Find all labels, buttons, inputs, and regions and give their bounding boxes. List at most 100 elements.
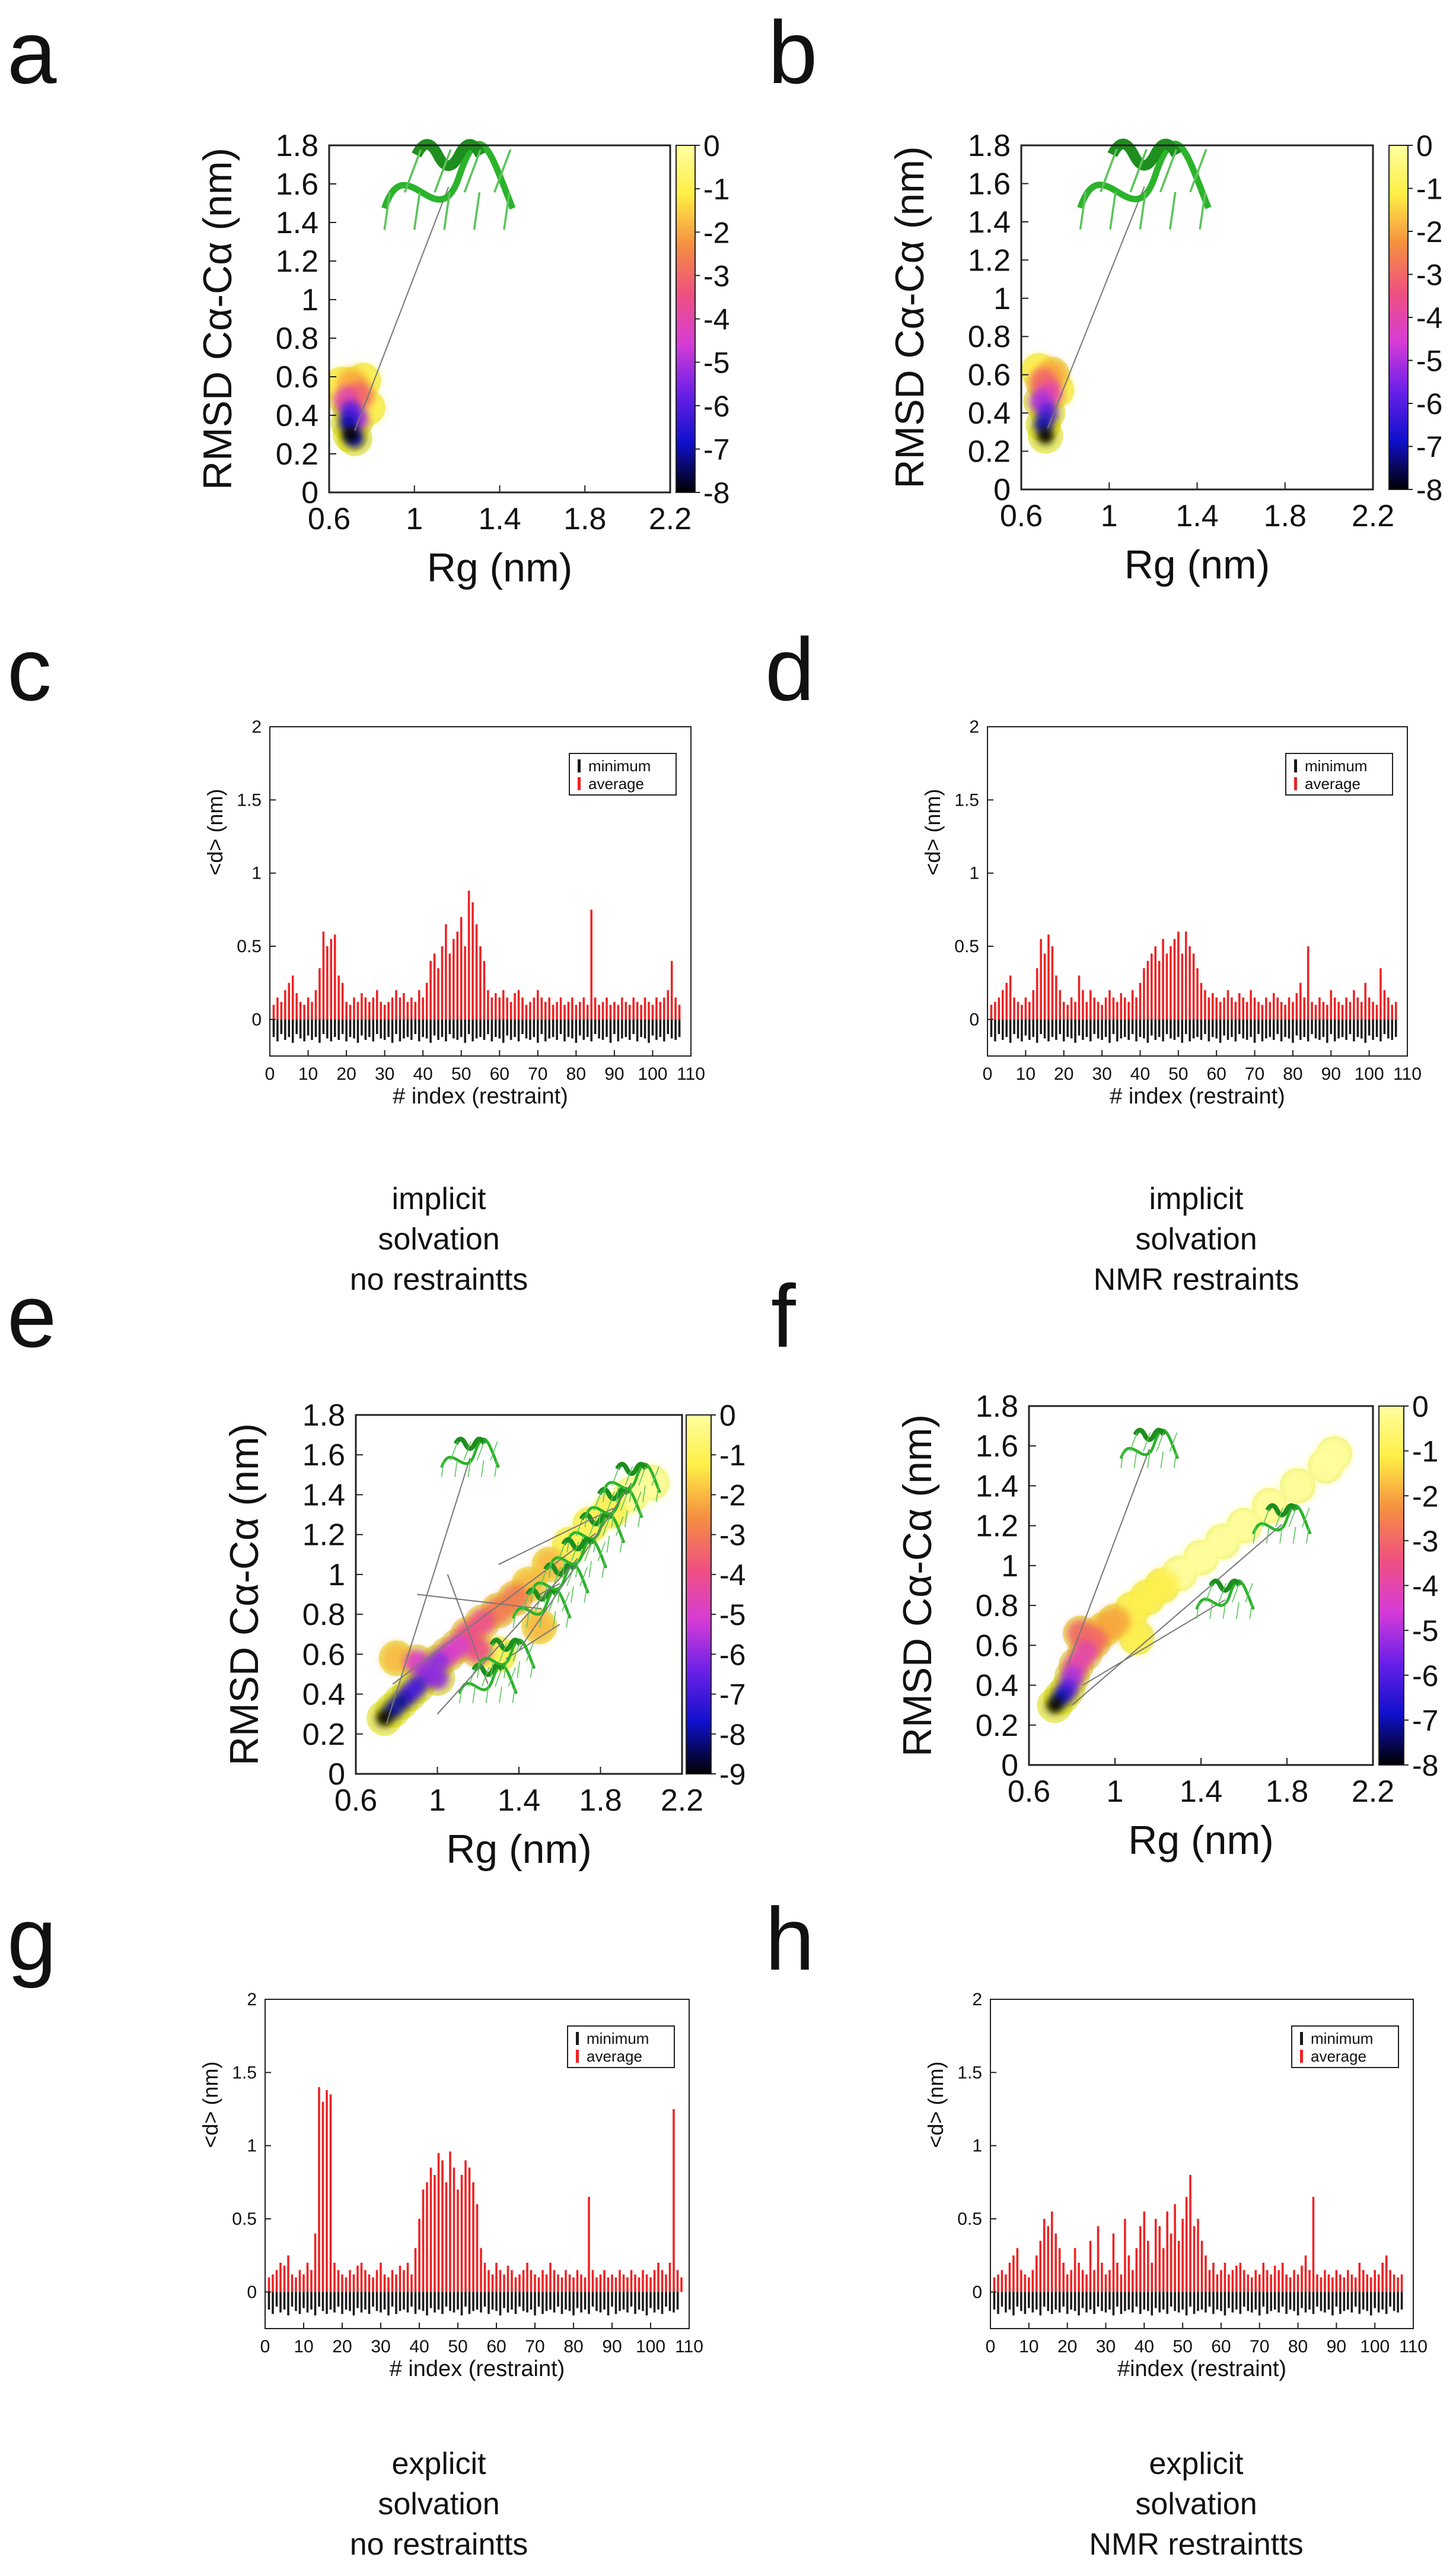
bar-average-h — [1181, 2219, 1184, 2292]
bar-minimum-g — [603, 2292, 606, 2310]
colorbar-tick-label-f: -4 — [1412, 1570, 1438, 1603]
legend-box-c — [569, 753, 677, 796]
bar-average-d — [1303, 997, 1305, 1020]
bar-average-g — [460, 2175, 463, 2292]
density-point-e — [391, 1693, 410, 1712]
bar-average-g — [534, 2274, 536, 2292]
bar-minimum-d — [1005, 1019, 1008, 1037]
x-tick-label-e: 1 — [429, 1783, 446, 1818]
bar-minimum-h — [1085, 2292, 1088, 2313]
protein-sidechain — [1292, 1526, 1296, 1544]
leader-line-f — [1071, 1524, 1282, 1706]
bar-minimum-d — [1211, 1019, 1214, 1037]
bar-average-g — [661, 2270, 664, 2292]
bar-average-g — [530, 2270, 533, 2292]
bar-average-h — [1070, 2270, 1072, 2292]
bar-average-d — [1337, 1001, 1340, 1020]
bar-minimum-c — [471, 1019, 474, 1042]
x-tick-label-c: 30 — [375, 1064, 394, 1084]
bar-minimum-d — [1284, 1019, 1286, 1037]
bar-minimum-h — [1296, 2292, 1299, 2316]
bar-average-g — [275, 2270, 278, 2292]
bar-minimum-c — [456, 1019, 459, 1040]
bar-minimum-g — [619, 2292, 621, 2311]
bar-average-h — [1008, 2263, 1011, 2292]
density-point-f — [1280, 1468, 1316, 1504]
x-tick-label-d: 110 — [1393, 1064, 1422, 1084]
bar-average-d — [1292, 1001, 1294, 1020]
bar-minimum-d — [1250, 1019, 1252, 1037]
bar-average-h — [1277, 2270, 1280, 2292]
x-tick-label-a: 1 — [406, 502, 423, 536]
colorbar-tick-label-f: -6 — [1412, 1659, 1438, 1693]
protein-sidechain — [1209, 1602, 1213, 1619]
bar-minimum-d — [998, 1019, 1001, 1034]
bar-average-g — [441, 2160, 444, 2292]
bar-minimum-d — [1093, 1019, 1095, 1034]
bar-average-g — [360, 2263, 363, 2292]
bar-minimum-h — [1247, 2292, 1250, 2311]
y-axis-label-h: <d> (nm) — [923, 2062, 948, 2148]
bar-average-g — [495, 2263, 498, 2292]
caption-h: explicit solvation NMR restraintts — [1089, 2447, 1303, 2562]
x-tick-label-h: 40 — [1135, 2337, 1154, 2356]
protein-sidechain — [526, 1611, 530, 1628]
protein-sidechain — [525, 1642, 534, 1662]
bar-minimum-h — [1397, 2292, 1399, 2313]
x-axis-label-h: #index (restraint) — [1117, 2356, 1286, 2381]
x-tick-label-c: 110 — [677, 1064, 705, 1084]
x-tick-label-c: 70 — [528, 1064, 547, 1084]
bar-minimum-c — [563, 1019, 566, 1042]
y-tick-label-b: 0.4 — [968, 396, 1011, 431]
bar-minimum-g — [495, 2292, 498, 2311]
y-tick-label-a: 0.2 — [276, 437, 318, 472]
bar-average-c — [418, 990, 420, 1020]
bar-average-g — [541, 2270, 544, 2292]
bar-minimum-d — [1013, 1019, 1015, 1034]
bar-average-d — [1062, 1001, 1065, 1020]
protein-sidechain — [443, 192, 451, 230]
bar-average-c — [613, 1001, 616, 1020]
protein-sidechain — [620, 1491, 629, 1511]
bar-average-g — [364, 2270, 367, 2292]
density-point-f — [1072, 1640, 1098, 1666]
bar-average-c — [502, 990, 505, 1020]
bar-average-h — [1031, 2270, 1034, 2292]
bar-average-c — [372, 997, 375, 1020]
bar-average-h — [1296, 2274, 1299, 2292]
bar-average-d — [1158, 960, 1161, 1020]
bar-average-c — [609, 1004, 612, 1020]
protein-sidechain — [562, 1560, 566, 1578]
bar-average-h — [1366, 2274, 1369, 2292]
bar-minimum-d — [1085, 1019, 1088, 1037]
bar-average-c — [406, 1001, 409, 1020]
x-tick-label-f: 1.8 — [1266, 1774, 1308, 1809]
bar-minimum-h — [1146, 2292, 1149, 2311]
bar-minimum-d — [1078, 1019, 1081, 1036]
bar-minimum-c — [288, 1019, 291, 1037]
bar-minimum-c — [418, 1019, 420, 1042]
bar-average-d — [994, 1001, 996, 1020]
bar-average-g — [634, 2274, 636, 2292]
bar-average-h — [1216, 2274, 1219, 2292]
bar-average-g — [537, 2277, 540, 2292]
bar-average-g — [591, 2270, 594, 2292]
x-tick-label-d: 10 — [1016, 1064, 1036, 1084]
bar-average-g — [434, 2175, 436, 2292]
bar-minimum-d — [1108, 1019, 1111, 1043]
x-axis-label-f: Rg (nm) — [1128, 1818, 1274, 1863]
x-tick-label-g: 90 — [602, 2337, 622, 2356]
bar-average-h — [1108, 2270, 1111, 2292]
bar-average-c — [475, 924, 478, 1020]
y-axis-label-f: RMSD Cα-Cα (nm) — [895, 1414, 940, 1757]
protein-sidechain — [1189, 148, 1208, 193]
bar-average-g — [302, 2274, 305, 2292]
bar-average-g — [638, 2277, 641, 2292]
bar-average-c — [498, 997, 501, 1020]
protein-sidechain — [441, 1460, 445, 1477]
bar-average-d — [1135, 997, 1138, 1020]
density-point-a — [342, 426, 359, 443]
bar-minimum-h — [1154, 2292, 1157, 2308]
y-tick-label-a: 1.8 — [276, 129, 318, 163]
bar-average-g — [657, 2263, 659, 2292]
